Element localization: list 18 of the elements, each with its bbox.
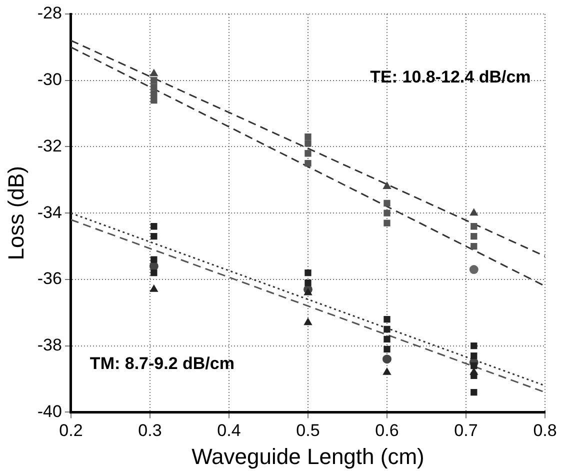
annotation: TE: 10.8-12.4 dB/cm — [370, 67, 531, 86]
y-tick-label: -34 — [37, 202, 62, 222]
x-tick-label: 0.6 — [375, 421, 399, 440]
x-tick-label: 0.3 — [138, 421, 162, 440]
y-tick-label: -32 — [37, 136, 62, 156]
y-tick-label: -36 — [37, 269, 62, 288]
x-tick-label: 0.2 — [59, 421, 83, 440]
x-tick-label: 0.8 — [533, 421, 557, 440]
x-tick-label: 0.7 — [454, 421, 478, 440]
x-tick-label: 0.4 — [217, 421, 241, 440]
y-tick-label: -30 — [37, 70, 62, 90]
x-axis-title: Waveguide Length (cm) — [192, 444, 424, 469]
y-axis-title: Loss (dB) — [3, 166, 28, 260]
y-tick-label: -40 — [37, 402, 62, 421]
x-tick-label: 0.5 — [296, 421, 320, 440]
annotation: TM: 8.7-9.2 dB/cm — [90, 354, 234, 374]
y-tick-label: -38 — [37, 336, 62, 355]
y-tick-label: -28 — [37, 4, 62, 23]
